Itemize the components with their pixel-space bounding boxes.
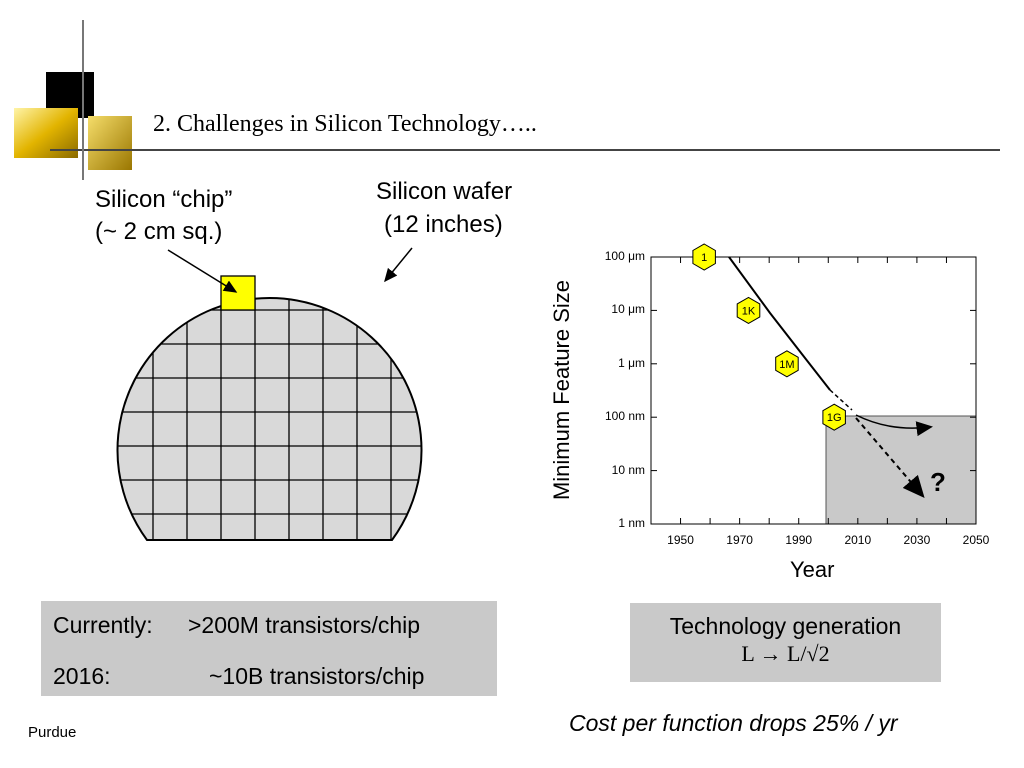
future-region-shading bbox=[825, 415, 977, 525]
transistor-line1-value: >200M transistors/chip bbox=[188, 612, 421, 638]
transistor-line2-value: ~10B transistors/chip bbox=[209, 663, 425, 689]
future-curve-arrow bbox=[855, 414, 933, 437]
x-tick-label: 1970 bbox=[726, 533, 753, 547]
footer-text: Purdue bbox=[28, 724, 77, 741]
x-tick-label: 2050 bbox=[962, 533, 990, 547]
future-dashed-arrow bbox=[855, 417, 925, 499]
cost-note: Cost per function drops 25% / yr bbox=[569, 710, 898, 736]
chart-frame bbox=[650, 256, 977, 525]
y-tick-label: 100 μm bbox=[604, 249, 645, 263]
y-axis-label: Minimum Feature Size bbox=[549, 279, 574, 501]
x-tick-label: 2030 bbox=[903, 533, 931, 547]
transistor-line2-label: 2016: bbox=[53, 663, 111, 689]
x-tick-label: 1950 bbox=[667, 533, 694, 547]
generation-line1: Technology generation bbox=[669, 613, 902, 639]
data-point-label: 1K bbox=[742, 305, 756, 317]
corner-gold-square-right bbox=[88, 116, 132, 170]
data-point-marker bbox=[775, 350, 799, 378]
data-point-marker bbox=[692, 243, 716, 271]
chart-markers: 1 1K 1M 1G bbox=[692, 243, 846, 431]
transistor-line1-label: Currently: bbox=[53, 612, 153, 638]
trend-line bbox=[728, 256, 831, 391]
generation-formula: L → L/√2 bbox=[741, 641, 830, 666]
x-tick-label: 1990 bbox=[785, 533, 813, 547]
wafer-label-line2: (12 inches) bbox=[384, 211, 503, 238]
chip-label-line2: (~ 2 cm sq.) bbox=[95, 218, 223, 245]
y-tick-label: 10 μm bbox=[611, 302, 645, 317]
transistor-count-box: Currently: >200M transistors/chip 2016: … bbox=[41, 601, 497, 696]
y-tick-label: 10 nm bbox=[611, 462, 645, 477]
y-axis-label-anchor: Minimum Feature Size bbox=[549, 280, 574, 500]
y-tick-label: 1 μm bbox=[618, 355, 645, 370]
wafer-grid bbox=[117, 298, 422, 540]
trend-line-dashed bbox=[829, 389, 853, 411]
wafer-pointer-arrow bbox=[384, 247, 413, 283]
data-point-label: 1 bbox=[701, 252, 707, 264]
data-point-marker bbox=[736, 296, 761, 324]
slide-title: 2. Challenges in Silicon Technology….. bbox=[153, 111, 537, 137]
data-point-label: 1G bbox=[827, 412, 842, 424]
y-tick-label: 100 nm bbox=[604, 409, 645, 424]
technology-generation-box: Technology generation L → L/√2 bbox=[630, 603, 941, 682]
chip-pointer-arrow bbox=[167, 249, 238, 293]
x-tick-label: 2010 bbox=[844, 533, 872, 547]
wafer-label-line1: Silicon wafer bbox=[376, 178, 513, 205]
y-tick-label: 1 nm bbox=[618, 516, 645, 530]
x-axis-label: Year bbox=[790, 557, 835, 582]
chart-annotation: ? bbox=[930, 467, 946, 497]
chip-label-line1: Silicon “chip” bbox=[95, 186, 233, 213]
data-point-label: 1M bbox=[779, 359, 794, 371]
data-point-marker bbox=[822, 403, 846, 431]
